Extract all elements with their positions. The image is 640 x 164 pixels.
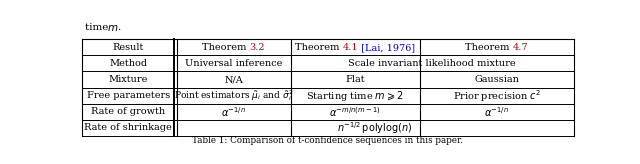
Text: 3.2: 3.2 (250, 43, 266, 52)
Text: Prior precision $c^2$: Prior precision $c^2$ (452, 88, 541, 103)
Text: time: time (85, 23, 111, 32)
Text: Scale invariant likelihood mixture: Scale invariant likelihood mixture (348, 59, 516, 68)
Text: Gaussian: Gaussian (474, 75, 519, 84)
Text: N/A: N/A (225, 75, 243, 84)
Text: 4.1: 4.1 (342, 43, 358, 52)
Text: Theorem: Theorem (465, 43, 513, 52)
Text: $\alpha^{-1/n}$: $\alpha^{-1/n}$ (484, 105, 509, 119)
Text: Theorem: Theorem (295, 43, 342, 52)
Text: Free parameters: Free parameters (87, 91, 170, 100)
Text: Table 1: Comparison of t-confidence sequences in this paper.: Table 1: Comparison of t-confidence sequ… (193, 136, 463, 145)
Text: Point estimators $\tilde{\mu}_i$ and $\tilde{\sigma}_i^2$: Point estimators $\tilde{\mu}_i$ and $\t… (174, 88, 294, 103)
Text: .: . (117, 23, 120, 32)
Text: $n^{-1/2}\,\mathrm{polylog}(n)$: $n^{-1/2}\,\mathrm{polylog}(n)$ (337, 120, 413, 136)
Text: Rate of growth: Rate of growth (92, 107, 165, 116)
Text: 4.7: 4.7 (513, 43, 528, 52)
Text: $m$: $m$ (107, 23, 118, 33)
Text: Universal inference: Universal inference (185, 59, 282, 68)
Text: $\alpha^{-m/n(m-1)}$: $\alpha^{-m/n(m-1)}$ (330, 105, 381, 119)
Text: [Lai, 1976]: [Lai, 1976] (358, 43, 415, 52)
Text: Mixture: Mixture (109, 75, 148, 84)
Text: Starting time $m \geqslant 2$: Starting time $m \geqslant 2$ (307, 89, 404, 103)
Text: Theorem: Theorem (202, 43, 250, 52)
Text: Result: Result (113, 43, 144, 52)
Text: Method: Method (109, 59, 147, 68)
Text: Rate of shrinkage: Rate of shrinkage (84, 123, 172, 132)
Text: $\alpha^{-1/n}$: $\alpha^{-1/n}$ (221, 105, 246, 119)
Text: Flat: Flat (346, 75, 365, 84)
